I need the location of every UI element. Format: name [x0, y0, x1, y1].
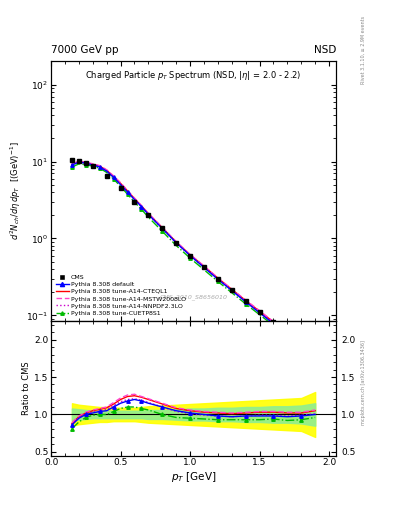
- Text: Rivet 3.1.10, ≥ 2.9M events: Rivet 3.1.10, ≥ 2.9M events: [361, 16, 366, 84]
- Text: CMS_2010_S8656010: CMS_2010_S8656010: [160, 294, 228, 300]
- Legend: CMS, Pythia 8.308 default, Pythia 8.308 tune-A14-CTEQL1, Pythia 8.308 tune-A14-M: CMS, Pythia 8.308 default, Pythia 8.308 …: [54, 273, 188, 317]
- Text: Charged Particle $p_T$ Spectrum (NSD, $|\eta|$ = 2.0 - 2.2): Charged Particle $p_T$ Spectrum (NSD, $|…: [85, 69, 302, 82]
- Y-axis label: $d^{2}N_{ch}/d\eta\, dp_{T}$  [(GeV)$^{-1}$]: $d^{2}N_{ch}/d\eta\, dp_{T}$ [(GeV)$^{-1…: [9, 142, 23, 241]
- Y-axis label: Ratio to CMS: Ratio to CMS: [22, 361, 31, 415]
- X-axis label: $p_T$ [GeV]: $p_T$ [GeV]: [171, 470, 216, 484]
- Text: 7000 GeV pp: 7000 GeV pp: [51, 45, 119, 55]
- Text: NSD: NSD: [314, 45, 336, 55]
- Text: mcplots.cern.ch [arXiv:1306.3436]: mcplots.cern.ch [arXiv:1306.3436]: [361, 340, 366, 424]
